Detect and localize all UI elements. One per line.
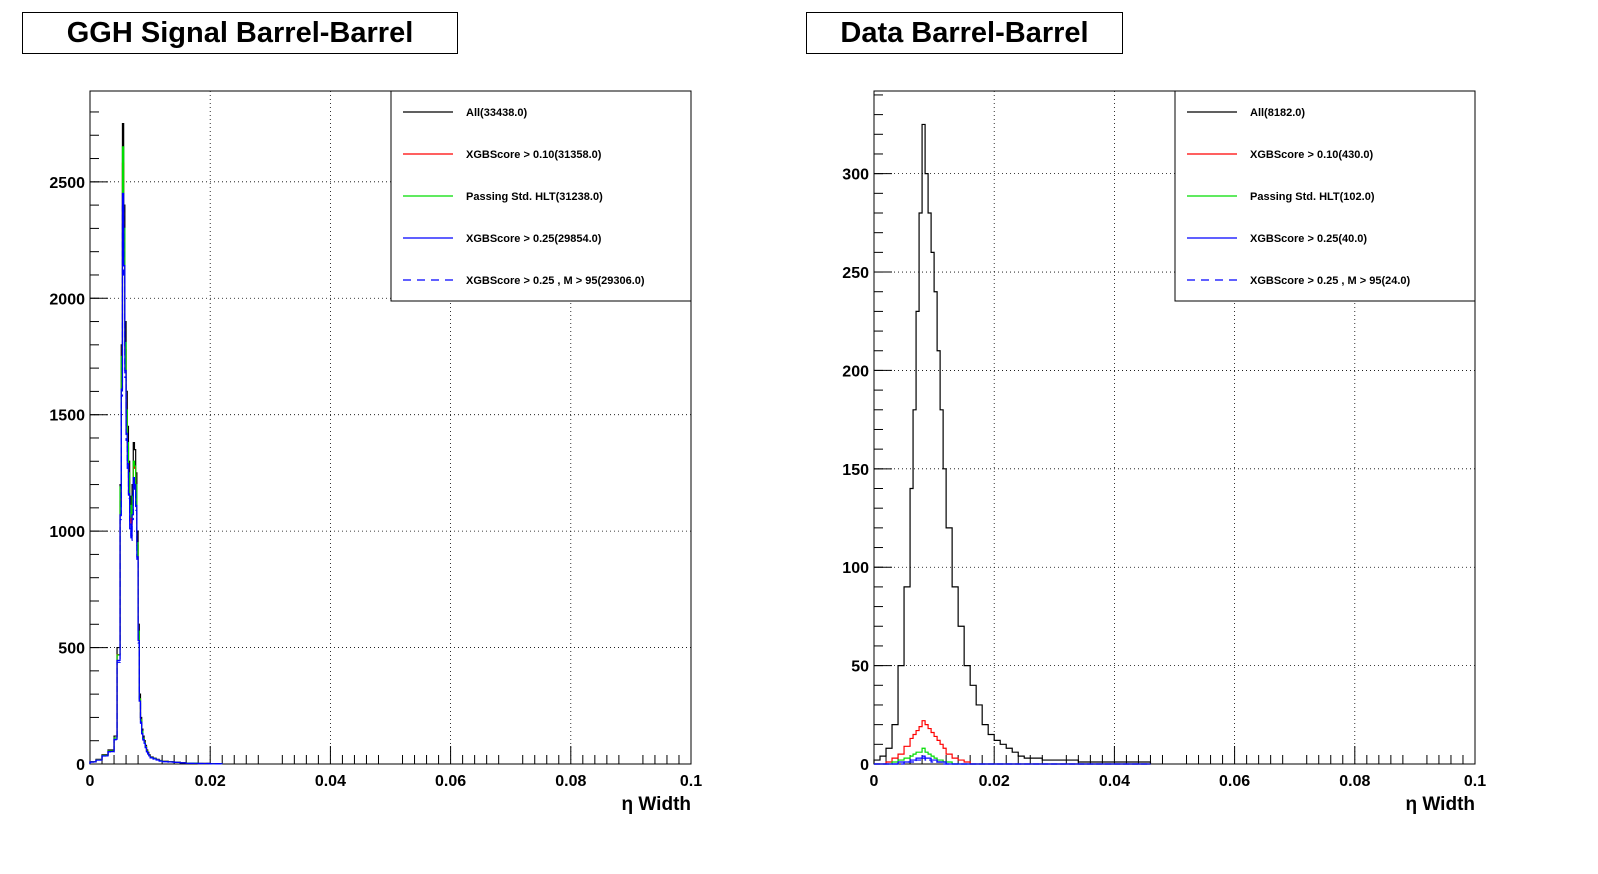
legend-entry: XGBScore > 0.25(40.0): [1250, 233, 1367, 245]
histogram-series-1: [874, 720, 1151, 765]
histogram-series-1: [89, 162, 223, 765]
histogram-series-3: [874, 755, 1151, 765]
legend-entry: Passing Std. HLT(102.0): [1250, 191, 1375, 203]
histogram-series-0: [89, 123, 223, 765]
legend-entry: XGBScore > 0.10(31358.0): [466, 149, 602, 161]
y-tick-label: 1000: [49, 524, 85, 541]
y-tick-label: 0: [76, 757, 85, 774]
y-tick-label: 100: [842, 560, 869, 577]
x-tick-label: 0.02: [195, 773, 226, 790]
legend-entry: All(8182.0): [1250, 107, 1305, 119]
x-tick-label: 0.08: [555, 773, 586, 790]
x-tick-label: 0.06: [1219, 773, 1250, 790]
x-tick-label: 0.1: [680, 773, 702, 790]
x-tick-label: 0.1: [1464, 773, 1486, 790]
histogram-series-2: [89, 146, 223, 765]
x-tick-label: 0.02: [979, 773, 1010, 790]
x-tick-label: 0: [870, 773, 879, 790]
y-tick-label: 2500: [49, 175, 85, 192]
y-tick-label: 1500: [49, 408, 85, 425]
chart-title-right: Data Barrel-Barrel: [806, 12, 1123, 54]
y-tick-label: 0: [860, 757, 869, 774]
histogram-series-4: [89, 204, 223, 765]
legend-entry: XGBScore > 0.25 , M > 95(29306.0): [466, 275, 645, 287]
legend-entry: XGBScore > 0.25 , M > 95(24.0): [1250, 275, 1411, 287]
x-tick-label: 0: [86, 773, 95, 790]
x-tick-label: 0.06: [435, 773, 466, 790]
y-tick-label: 50: [851, 659, 869, 676]
chart-panel-right: 0 0.02 0.04 0.06 0.08 0.1 0 50 100 150 200 250 300 η …: [842, 90, 1486, 815]
chart-title-left: GGH Signal Barrel-Barrel: [22, 12, 458, 54]
y-tick-label: 500: [58, 641, 85, 658]
histogram-series-4: [874, 757, 1151, 765]
histogram-series-3: [89, 192, 223, 765]
x-tick-label: 0.04: [315, 773, 346, 790]
legend: All(8182.0) XGBScore > 0.10(430.0) Passing…: [1174, 90, 1476, 302]
x-tick-label: 0.04: [1099, 773, 1130, 790]
legend-entry: XGBScore > 0.10(430.0): [1250, 149, 1374, 161]
legend: All(33438.0) XGBScore > 0.10(31358.0) Pass…: [390, 90, 692, 302]
y-tick-label: 200: [842, 363, 869, 380]
legend-entry: Passing Std. HLT(31238.0): [466, 191, 603, 203]
x-axis-title: η Width: [1406, 794, 1475, 815]
legend-entry: All(33438.0): [466, 107, 527, 119]
x-tick-label: 0.08: [1339, 773, 1370, 790]
legend-entry: XGBScore > 0.25(29854.0): [466, 233, 602, 245]
histogram-series-0: [873, 123, 1152, 764]
chart-panel-left: 0 0.02 0.04 0.06 0.08 0.1 0 500 1000 1500 2000 2500…: [49, 90, 702, 815]
x-axis-title: η Width: [622, 794, 691, 815]
y-tick-label: 2000: [49, 291, 85, 308]
y-tick-label: 250: [842, 265, 869, 282]
y-tick-label: 150: [842, 462, 869, 479]
y-tick-label: 300: [842, 167, 869, 184]
